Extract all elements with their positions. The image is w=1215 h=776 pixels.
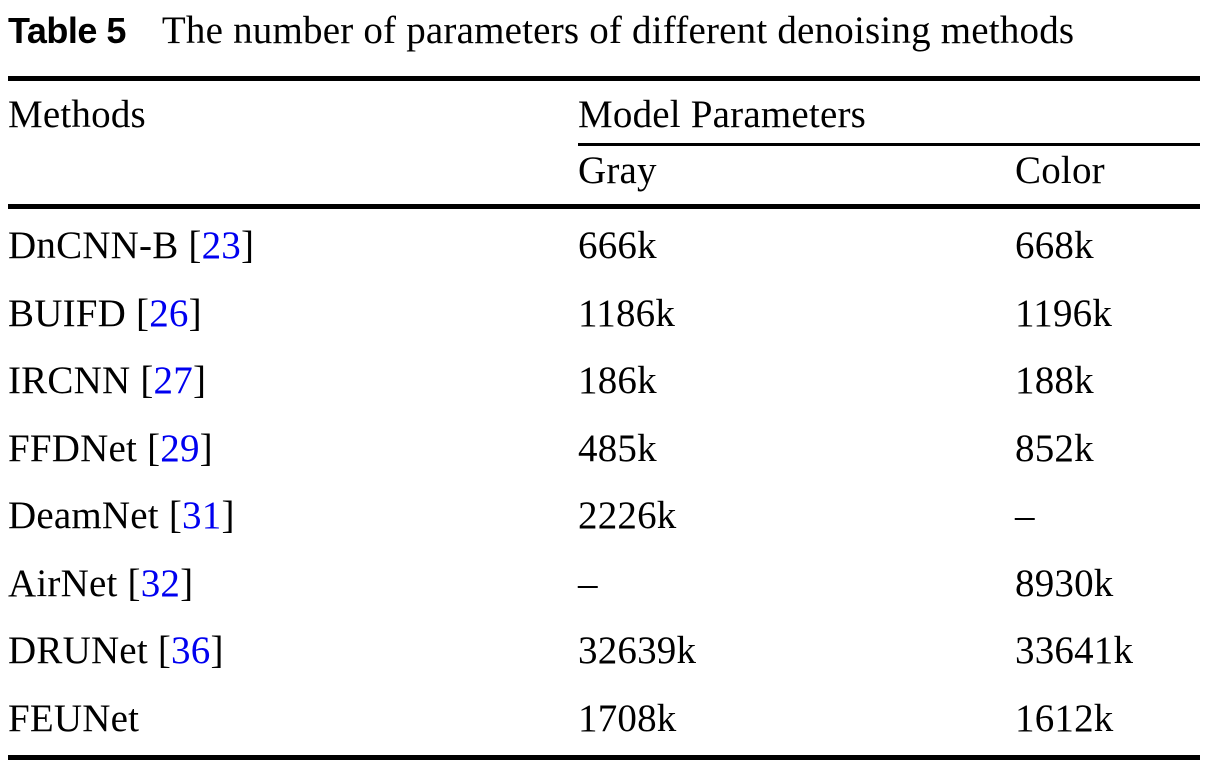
method-name: DnCNN-B bbox=[8, 224, 179, 268]
color-params-cell: 852k bbox=[1015, 426, 1094, 470]
citation-ref: [27] bbox=[140, 359, 206, 402]
method-name: BUIFD bbox=[8, 291, 127, 335]
gray-params-cell: 485k bbox=[578, 426, 657, 470]
citation-bracket-close: ] bbox=[210, 629, 224, 673]
gray-params-cell: 186k bbox=[578, 359, 657, 403]
table-bottom-rule bbox=[8, 755, 1200, 760]
header-group-rule bbox=[578, 143, 1200, 146]
citation-link[interactable]: 36 bbox=[171, 629, 211, 673]
method-cell: DeamNet [31] bbox=[8, 493, 578, 538]
citation-ref: [29] bbox=[147, 427, 213, 470]
color-params-cell: 188k bbox=[1015, 359, 1094, 403]
column-header-gray: Gray bbox=[578, 149, 657, 192]
citation-bracket-close: ] bbox=[221, 494, 235, 538]
citation-link[interactable]: 29 bbox=[160, 426, 200, 470]
table-row: DeamNet [31] 2226k – bbox=[8, 493, 1200, 538]
gray-params-cell: 2226k bbox=[578, 494, 677, 538]
citation-bracket-close: ] bbox=[199, 426, 213, 470]
citation-bracket-open: [ bbox=[140, 359, 154, 403]
citation-bracket-open: [ bbox=[168, 494, 183, 538]
citation-bracket-open: [ bbox=[136, 291, 150, 335]
method-cell: DRUNet [36] bbox=[8, 628, 578, 673]
citation-bracket-open: [ bbox=[188, 224, 202, 268]
table-caption: Table 5 The number of parameters of diff… bbox=[8, 8, 1074, 53]
citation-bracket-close: ] bbox=[241, 224, 255, 268]
color-params-cell: – bbox=[1015, 494, 1035, 538]
method-name: DeamNet bbox=[8, 494, 159, 538]
gray-params-cell: 666k bbox=[578, 224, 657, 268]
citation-bracket-open: [ bbox=[127, 561, 141, 605]
citation-link[interactable]: 27 bbox=[153, 359, 193, 403]
gray-params-cell: 1708k bbox=[578, 696, 677, 740]
color-params-cell: 1612k bbox=[1015, 696, 1114, 740]
citation-bracket-close: ] bbox=[180, 561, 194, 605]
table-row: FEUNet[] 1708k 1612k bbox=[8, 696, 1200, 741]
table-row: DnCNN-B [23] 666k 668k bbox=[8, 223, 1200, 268]
citation-ref: [23] bbox=[188, 224, 254, 267]
citation-bracket-open: [ bbox=[157, 629, 172, 673]
citation-ref: [32] bbox=[128, 562, 194, 605]
method-cell: FEUNet[] bbox=[8, 696, 578, 741]
citation-ref: [31] bbox=[169, 494, 235, 537]
color-params-cell: 668k bbox=[1015, 224, 1094, 268]
citation-link[interactable]: 26 bbox=[149, 291, 189, 335]
method-name: IRCNN bbox=[8, 359, 131, 403]
table-row: FFDNet [29] 485k 852k bbox=[8, 426, 1200, 471]
method-cell: BUIFD [26] bbox=[8, 291, 578, 336]
method-name: FFDNet bbox=[8, 426, 138, 470]
method-cell: AirNet [32] bbox=[8, 561, 578, 606]
citation-ref: [26] bbox=[136, 292, 202, 335]
color-params-cell: 1196k bbox=[1015, 291, 1113, 335]
method-name: DRUNet bbox=[8, 629, 148, 673]
citation-link[interactable]: 23 bbox=[201, 224, 242, 268]
gray-params-cell: 32639k bbox=[578, 629, 697, 673]
column-header-model-parameters: Model Parameters bbox=[578, 93, 867, 136]
citation-link[interactable]: 31 bbox=[182, 494, 222, 538]
gray-params-cell: – bbox=[578, 561, 598, 605]
citation-bracket-close: ] bbox=[188, 291, 202, 335]
column-header-methods: Methods bbox=[8, 93, 146, 136]
method-cell: IRCNN [27] bbox=[8, 358, 578, 403]
citation-bracket-open: [ bbox=[147, 426, 161, 470]
citation-ref: [36] bbox=[158, 629, 224, 672]
color-params-cell: 8930k bbox=[1015, 561, 1114, 605]
column-header-color: Color bbox=[1015, 149, 1105, 192]
color-params-cell: 33641k bbox=[1015, 629, 1134, 673]
method-cell: DnCNN-B [23] bbox=[8, 223, 578, 268]
table-header-rule bbox=[8, 204, 1200, 209]
method-name: FEUNet bbox=[8, 696, 140, 740]
method-cell: FFDNet [29] bbox=[8, 426, 578, 471]
method-name: AirNet bbox=[8, 561, 118, 605]
citation-bracket-close: ] bbox=[192, 359, 207, 403]
table-row: IRCNN [27] 186k 188k bbox=[8, 358, 1200, 403]
table-row: DRUNet [36] 32639k 33641k bbox=[8, 628, 1200, 673]
table-top-rule bbox=[8, 76, 1200, 81]
citation-link[interactable]: 32 bbox=[140, 561, 181, 605]
table-body: DnCNN-B [23] 666k 668k BUIFD [26] 1186k 11… bbox=[8, 212, 1200, 752]
table-row: AirNet [32] – 8930k bbox=[8, 561, 1200, 606]
table-caption-text: The number of parameters of different de… bbox=[161, 9, 1075, 52]
gray-params-cell: 1186k bbox=[578, 291, 676, 335]
table-caption-number: Table 5 bbox=[8, 10, 126, 51]
table-row: BUIFD [26] 1186k 1196k bbox=[8, 291, 1200, 336]
